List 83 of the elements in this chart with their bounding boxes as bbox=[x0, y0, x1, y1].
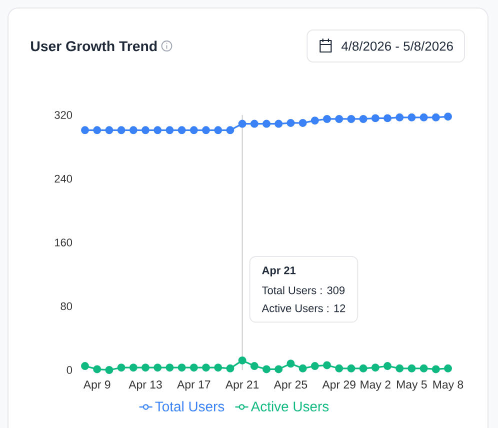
point bbox=[444, 112, 452, 121]
point bbox=[335, 114, 344, 123]
annotation: Apr 21 bbox=[262, 266, 296, 276]
point bbox=[190, 126, 198, 134]
x-tick-label: Apr 9 bbox=[83, 380, 110, 391]
point bbox=[444, 364, 452, 372]
point bbox=[154, 126, 162, 134]
point bbox=[420, 113, 428, 122]
chart-subtitle: 4/8/2026 - 5/8/2026 bbox=[341, 41, 453, 51]
point bbox=[347, 364, 356, 372]
point bbox=[262, 120, 271, 128]
point bbox=[286, 360, 295, 368]
point bbox=[93, 126, 102, 134]
point bbox=[81, 362, 89, 370]
point bbox=[105, 366, 114, 374]
point bbox=[129, 126, 138, 134]
point bbox=[298, 118, 307, 127]
y-tick-label: 80 bbox=[60, 302, 72, 310]
point bbox=[238, 356, 246, 364]
point bbox=[202, 364, 210, 372]
point bbox=[202, 126, 210, 134]
point bbox=[298, 364, 307, 372]
point bbox=[310, 362, 319, 370]
x-tick-label: Apr 25 bbox=[274, 380, 308, 391]
point bbox=[347, 114, 356, 123]
point bbox=[117, 126, 126, 134]
point bbox=[250, 120, 258, 128]
point bbox=[166, 126, 174, 134]
point bbox=[105, 126, 114, 134]
point bbox=[396, 113, 404, 122]
point bbox=[142, 364, 150, 372]
point bbox=[384, 114, 392, 122]
point bbox=[274, 120, 283, 128]
point bbox=[238, 120, 246, 128]
point bbox=[396, 364, 404, 372]
point bbox=[286, 118, 295, 127]
y-tick-label: 0 bbox=[66, 366, 72, 374]
point bbox=[420, 364, 428, 372]
point bbox=[81, 126, 89, 134]
point bbox=[432, 113, 440, 122]
chart-title: User Growth Trend bbox=[31, 40, 157, 52]
point bbox=[226, 364, 234, 372]
point bbox=[117, 364, 126, 372]
point bbox=[214, 364, 222, 372]
point bbox=[371, 364, 380, 372]
annotation: Total Users : 309 bbox=[262, 286, 345, 294]
x-tick-label: May 8 bbox=[433, 380, 464, 391]
point bbox=[190, 364, 198, 372]
x-tick-label: Apr 29 bbox=[322, 380, 356, 391]
point bbox=[323, 361, 332, 370]
x-tick-label: May 2 bbox=[360, 380, 390, 391]
point bbox=[142, 126, 150, 134]
point bbox=[310, 116, 319, 125]
point bbox=[274, 365, 283, 374]
point bbox=[384, 362, 392, 370]
point bbox=[432, 365, 440, 374]
point bbox=[226, 126, 234, 134]
point bbox=[154, 364, 162, 372]
y-tick-label: 240 bbox=[54, 174, 72, 183]
x-tick-label: Apr 17 bbox=[177, 380, 210, 391]
point bbox=[408, 113, 416, 122]
y-tick-label: 320 bbox=[54, 111, 72, 119]
point bbox=[262, 365, 271, 374]
point bbox=[178, 126, 186, 134]
legend-label: Active Users bbox=[250, 401, 329, 412]
point bbox=[371, 114, 380, 122]
point bbox=[323, 114, 332, 123]
point bbox=[214, 126, 222, 134]
point bbox=[359, 114, 368, 123]
x-tick-label: May 5 bbox=[397, 380, 427, 391]
point bbox=[178, 364, 186, 372]
y-tick-label: 160 bbox=[55, 238, 72, 246]
point bbox=[129, 364, 138, 372]
point bbox=[93, 365, 102, 374]
point bbox=[408, 364, 416, 372]
point bbox=[250, 362, 258, 370]
legend-label: Total Users bbox=[155, 401, 224, 412]
x-tick-label: Apr 21 bbox=[225, 380, 259, 391]
point bbox=[359, 364, 368, 372]
point bbox=[335, 364, 344, 372]
annotation: Active Users : 12 bbox=[262, 304, 346, 312]
point bbox=[166, 364, 174, 372]
x-tick-label: Apr 13 bbox=[128, 380, 162, 391]
